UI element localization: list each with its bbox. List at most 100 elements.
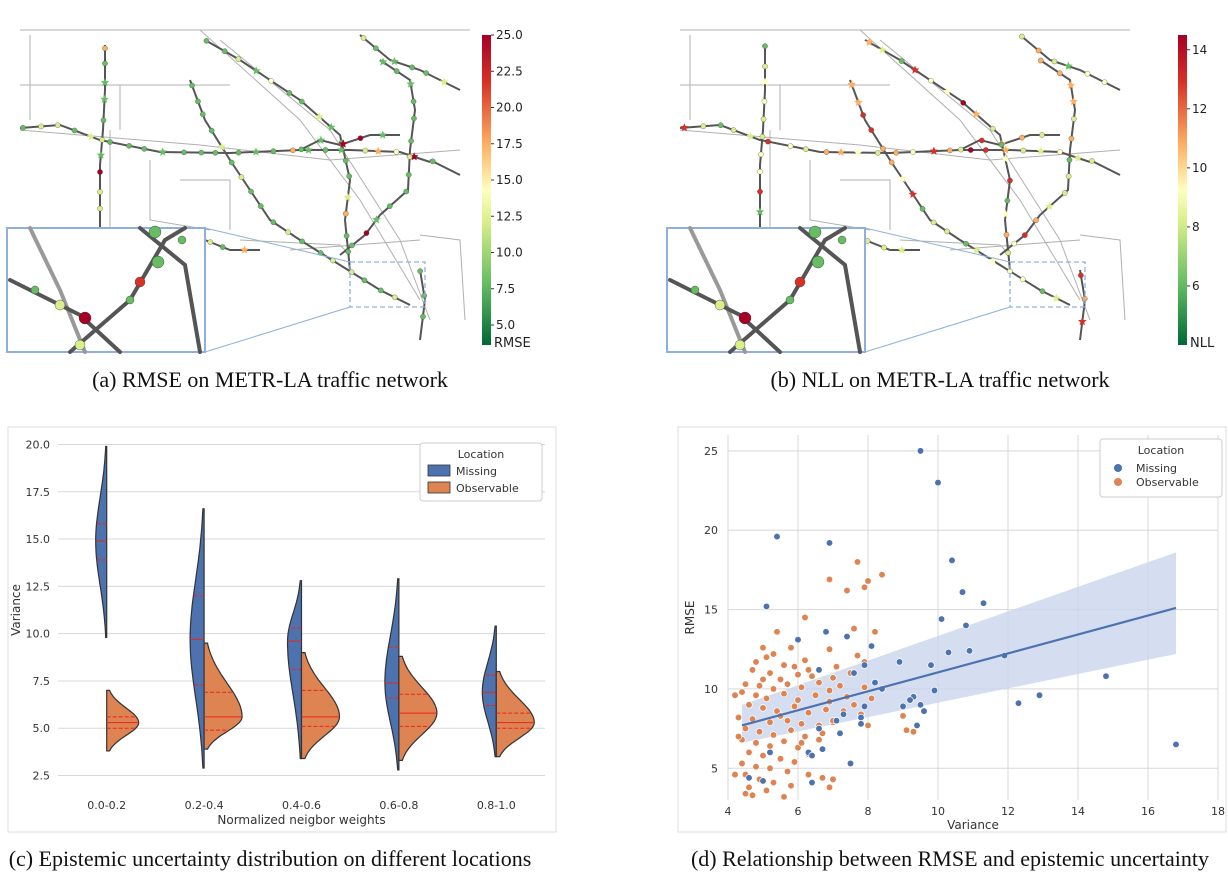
sensor-observable-marker (337, 145, 346, 154)
road-4 (999, 59, 1077, 256)
colorbar-tick-label: 10.0 (496, 246, 523, 260)
point-observable (769, 778, 778, 787)
point-missing (766, 748, 774, 757)
point-observable (787, 726, 795, 734)
point-observable (759, 751, 767, 760)
sensor-missing-marker (960, 100, 966, 106)
y-tick-label: 12.5 (26, 580, 51, 593)
x-axis-label: Variance (947, 818, 999, 832)
sensor-observable-marker (853, 148, 863, 157)
sensor-missing-marker (979, 137, 985, 144)
point-missing (1102, 672, 1110, 680)
point-observable (769, 650, 778, 658)
x-tick-label: 0.0-0.2 (87, 799, 126, 812)
background-road-6 (419, 234, 466, 321)
sensor-missing-marker (221, 48, 228, 54)
sensor-missing-marker (958, 146, 964, 153)
colorbar-tick-label: 20.0 (496, 101, 523, 115)
sensor-missing-marker (420, 313, 426, 320)
point-observable (731, 691, 739, 699)
point-observable (752, 658, 760, 666)
sensor-missing-marker (930, 219, 937, 226)
point-missing (762, 602, 771, 611)
point-observable (853, 558, 862, 566)
nll-map: 14 12 10 8 6 NLL (666, 29, 1215, 354)
sensor-missing-marker (910, 149, 916, 155)
x-tick-label: 12 (1001, 805, 1015, 818)
point-observable (864, 577, 872, 585)
sensor-missing-marker (963, 240, 969, 247)
inset-road-0 (28, 226, 87, 354)
y-tick-label: 10.0 (26, 628, 51, 641)
road-9 (1079, 269, 1087, 341)
x-tick-label: 4 (725, 805, 732, 818)
sensor-missing-marker (1089, 158, 1095, 164)
sensor-missing-marker (258, 203, 264, 209)
x-tick-label: 10 (931, 805, 945, 818)
road-0 (679, 123, 1091, 163)
sensor-observable-marker (1001, 209, 1010, 218)
sensor-missing-marker (787, 143, 794, 149)
sensor-missing-marker (1007, 177, 1013, 184)
rmse-map: 25.0 22.5 20.0 17.5 15.0 12.5 10.0 7.5 5.0 RMSE (6, 28, 531, 354)
zoom-region-box (1009, 261, 1086, 308)
sensor-missing-marker (363, 230, 370, 236)
sensor-missing-marker (944, 228, 950, 235)
sensor-missing-marker (410, 98, 417, 105)
x-axis-label: Normalized neigbor weights (217, 813, 385, 827)
y-tick-label: 15 (704, 604, 718, 617)
colorbar-label: RMSE (494, 336, 531, 351)
y-axis-label: Variance (9, 584, 23, 636)
sensor-missing-marker (299, 98, 305, 105)
sensor-missing-marker (207, 239, 214, 245)
sensor-missing-marker (97, 205, 103, 212)
point-missing (1035, 691, 1044, 699)
sensor-missing-marker (346, 173, 352, 179)
sensor-observable-marker (864, 37, 874, 46)
sensor-missing-marker (983, 147, 989, 153)
inset-sensor-marker (738, 311, 752, 325)
sensor-missing-marker (100, 117, 107, 124)
sensor-missing-marker (393, 68, 400, 74)
point-observable (829, 674, 837, 682)
point-observable (822, 705, 830, 714)
x-tick-label: 14 (1071, 805, 1085, 818)
legend-title: Location (1138, 444, 1185, 457)
sensor-missing-marker (219, 244, 226, 250)
sensor-missing-marker (20, 125, 26, 131)
point-observable (850, 624, 858, 633)
point-missing (1014, 699, 1023, 707)
sensor-missing-marker (998, 141, 1005, 148)
road-4 (339, 59, 417, 256)
background-road-3 (879, 39, 1091, 321)
sensor-observable-marker (971, 109, 981, 118)
sensor-missing-marker (1035, 47, 1042, 54)
sensor-missing-marker (406, 171, 412, 178)
inset-sensor-marker (714, 299, 726, 311)
sensor-missing-marker (1020, 147, 1027, 154)
sensor-missing-marker (238, 174, 245, 180)
sensor-missing-marker (429, 158, 436, 165)
point-observable (748, 791, 757, 799)
sensor-observable-marker (972, 245, 981, 254)
point-observable (818, 774, 827, 782)
zoom-connector-top (864, 227, 1011, 263)
inset-sensor-marker (134, 276, 146, 288)
sensor-missing-marker (391, 294, 398, 301)
x-tick-label: 8 (865, 805, 872, 818)
sensor-missing-marker (893, 149, 899, 156)
point-observable (864, 721, 872, 730)
point-observable (829, 775, 837, 784)
point-missing (927, 661, 935, 669)
point-missing (913, 721, 921, 730)
point-missing (857, 720, 865, 728)
point-observable (794, 670, 802, 679)
sensor-missing-marker (1084, 71, 1091, 77)
x-tick-label: 6 (795, 805, 802, 818)
sensor-missing-marker (298, 146, 305, 153)
sensor-missing-marker (343, 210, 349, 217)
sensor-missing-marker (1057, 149, 1063, 155)
y-axis-label: RMSE (683, 601, 697, 635)
legend-swatch-observable (427, 481, 451, 494)
point-observable (811, 691, 820, 699)
